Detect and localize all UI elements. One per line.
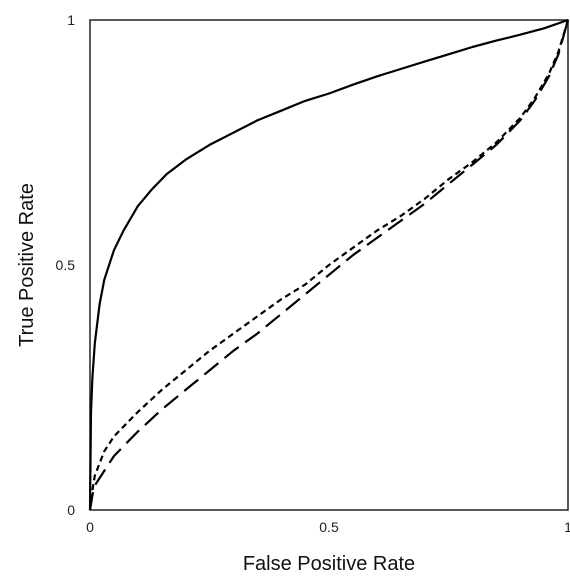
series-line-short-dash xyxy=(88,19,570,511)
series-line-long-dash xyxy=(88,19,570,511)
x-tick-label: 0.5 xyxy=(319,519,339,535)
y-axis-title: True Positive Rate xyxy=(16,183,38,347)
y-tick-label: 0.5 xyxy=(56,257,76,273)
y-tick-label: 0 xyxy=(67,502,75,518)
series-lines xyxy=(88,18,570,511)
y-tick-label: 1 xyxy=(67,12,75,28)
series-line-solid xyxy=(88,18,569,511)
tick-labels: 0 0.5 1 0 0.5 1 xyxy=(56,12,570,535)
x-tick-label: 1 xyxy=(564,519,570,535)
plot-frame xyxy=(89,19,569,511)
x-axis-title: False Positive Rate xyxy=(243,553,415,575)
x-tick-label: 0 xyxy=(86,519,94,535)
